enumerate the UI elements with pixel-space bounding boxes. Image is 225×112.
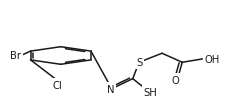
Text: O: O bbox=[172, 76, 179, 86]
Text: OH: OH bbox=[205, 54, 220, 64]
Text: S: S bbox=[136, 58, 142, 68]
Text: Cl: Cl bbox=[52, 80, 62, 90]
Text: Br: Br bbox=[10, 51, 21, 61]
Text: N: N bbox=[106, 85, 114, 95]
Text: SH: SH bbox=[144, 87, 158, 97]
